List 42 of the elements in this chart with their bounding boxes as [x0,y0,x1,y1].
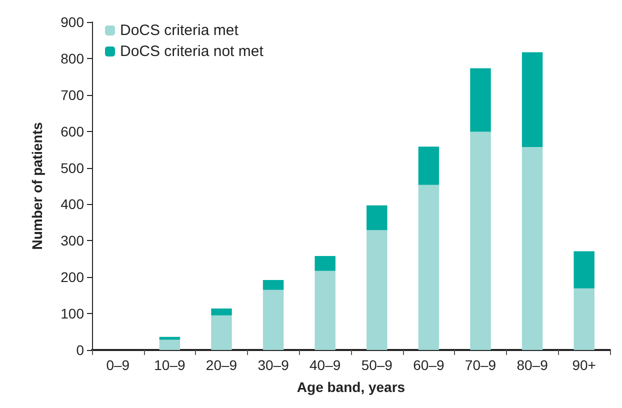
legend-label: DoCS criteria met [120,22,240,39]
x-tick-label: 10–9 [154,357,186,373]
bar [574,251,594,288]
bar [314,256,336,271]
y-tick-label: 700 [60,86,84,103]
x-tick-label: 80–9 [516,357,548,373]
x-tick-label: 70–9 [464,357,496,373]
bar [211,308,232,316]
bar [262,280,284,290]
bar [522,52,543,148]
y-tick-label: 500 [60,160,84,176]
x-tick-label: 50–9 [361,357,393,373]
bar [418,146,440,185]
bar [159,340,180,350]
x-tick-label: 90+ [572,357,596,373]
y-tick-label: 300 [60,232,84,249]
bar [159,336,180,340]
x-tick-label: 60–9 [413,357,444,373]
y-tick-label: 400 [60,196,84,212]
x-tick-label: 40–9 [310,357,341,373]
legend-label: DoCS criteria not met [120,43,264,60]
x-tick-label: 0–9 [106,357,130,373]
bar [366,205,388,230]
y-tick-label: 100 [60,306,84,322]
bar [522,147,543,350]
x-axis-title: Age band, years [296,379,406,395]
bar [574,288,594,350]
x-tick-label: 30–9 [258,357,290,373]
y-tick-label: 800 [60,50,84,66]
bar [470,68,491,132]
bar [470,132,491,350]
y-tick-label: 200 [60,269,84,286]
y-tick-label: 600 [60,123,84,140]
bar [211,315,232,350]
x-tick-label: 20–9 [206,357,238,373]
y-tick-label: 0 [76,342,84,358]
bar [366,230,388,350]
bar [418,184,440,350]
bar [262,290,284,350]
bar [314,270,336,350]
y-axis-title: Number of patients [29,122,45,250]
y-tick-label: 900 [60,14,84,30]
